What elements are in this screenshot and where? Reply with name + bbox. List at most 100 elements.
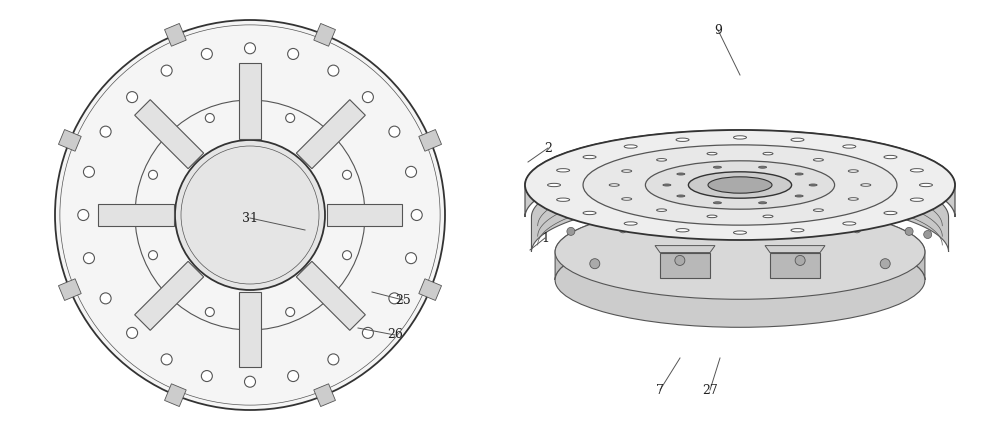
Ellipse shape (843, 222, 856, 225)
Polygon shape (165, 24, 186, 46)
Ellipse shape (910, 169, 923, 172)
Ellipse shape (813, 159, 823, 161)
Text: 31: 31 (242, 212, 258, 224)
Circle shape (411, 209, 422, 221)
Circle shape (127, 92, 138, 103)
Ellipse shape (657, 159, 667, 161)
Ellipse shape (677, 173, 685, 175)
Ellipse shape (622, 170, 632, 172)
Ellipse shape (624, 222, 637, 225)
Ellipse shape (707, 215, 717, 218)
Circle shape (127, 327, 138, 338)
Circle shape (286, 114, 295, 123)
Ellipse shape (795, 173, 803, 175)
Ellipse shape (809, 184, 817, 186)
Polygon shape (660, 252, 710, 278)
Text: 26: 26 (387, 329, 403, 341)
Ellipse shape (663, 184, 671, 186)
Circle shape (201, 49, 212, 59)
Text: 9: 9 (714, 24, 722, 37)
Circle shape (905, 227, 913, 235)
Circle shape (567, 227, 575, 235)
Polygon shape (531, 164, 949, 252)
Circle shape (406, 166, 417, 177)
Circle shape (78, 209, 89, 221)
Ellipse shape (583, 145, 897, 225)
Circle shape (694, 224, 702, 231)
Circle shape (362, 92, 373, 103)
Circle shape (244, 376, 256, 387)
Polygon shape (296, 100, 365, 169)
Polygon shape (314, 24, 335, 46)
Circle shape (286, 307, 295, 316)
Ellipse shape (763, 215, 773, 218)
Polygon shape (419, 279, 442, 301)
Text: 2: 2 (544, 141, 552, 154)
Ellipse shape (848, 198, 858, 200)
Polygon shape (296, 261, 365, 330)
Ellipse shape (791, 138, 804, 141)
Polygon shape (98, 204, 174, 226)
Ellipse shape (645, 161, 835, 209)
Ellipse shape (525, 130, 955, 240)
Circle shape (795, 255, 805, 265)
Circle shape (343, 170, 352, 179)
Ellipse shape (555, 205, 925, 299)
Circle shape (100, 126, 111, 137)
Polygon shape (419, 129, 442, 151)
Ellipse shape (791, 229, 804, 232)
Circle shape (880, 259, 890, 269)
Ellipse shape (583, 155, 596, 159)
Ellipse shape (848, 170, 858, 172)
Circle shape (328, 65, 339, 76)
Circle shape (148, 170, 157, 179)
Polygon shape (135, 261, 204, 330)
Circle shape (148, 251, 157, 260)
Ellipse shape (557, 169, 570, 172)
Circle shape (205, 307, 214, 316)
Polygon shape (314, 384, 335, 406)
Ellipse shape (677, 195, 685, 197)
Circle shape (175, 140, 325, 290)
Ellipse shape (734, 231, 746, 234)
Text: 25: 25 (395, 294, 411, 307)
Ellipse shape (759, 166, 767, 168)
Ellipse shape (708, 177, 772, 193)
Polygon shape (58, 279, 81, 301)
Ellipse shape (688, 172, 792, 198)
Circle shape (389, 293, 400, 304)
Circle shape (619, 225, 627, 233)
Ellipse shape (759, 202, 767, 204)
Polygon shape (770, 252, 820, 278)
Circle shape (83, 253, 94, 264)
Ellipse shape (676, 229, 689, 232)
Circle shape (853, 225, 861, 233)
Ellipse shape (609, 184, 619, 186)
Circle shape (201, 371, 212, 381)
Polygon shape (655, 246, 715, 252)
Circle shape (55, 20, 445, 410)
Polygon shape (165, 384, 186, 406)
Circle shape (778, 224, 786, 231)
Polygon shape (239, 292, 261, 367)
Circle shape (100, 293, 111, 304)
Text: 7: 7 (656, 384, 664, 396)
Circle shape (83, 166, 94, 177)
Polygon shape (135, 100, 204, 169)
Ellipse shape (884, 211, 897, 215)
Ellipse shape (734, 136, 746, 139)
Circle shape (590, 259, 600, 269)
Circle shape (161, 65, 172, 76)
Circle shape (244, 43, 255, 54)
Circle shape (161, 354, 172, 365)
Polygon shape (765, 246, 825, 252)
Ellipse shape (843, 145, 856, 148)
Text: 27: 27 (702, 384, 718, 396)
Polygon shape (326, 204, 402, 226)
Circle shape (328, 354, 339, 365)
Ellipse shape (557, 198, 570, 201)
Ellipse shape (624, 145, 637, 148)
Ellipse shape (555, 233, 925, 327)
Ellipse shape (657, 209, 667, 212)
Ellipse shape (713, 166, 721, 168)
